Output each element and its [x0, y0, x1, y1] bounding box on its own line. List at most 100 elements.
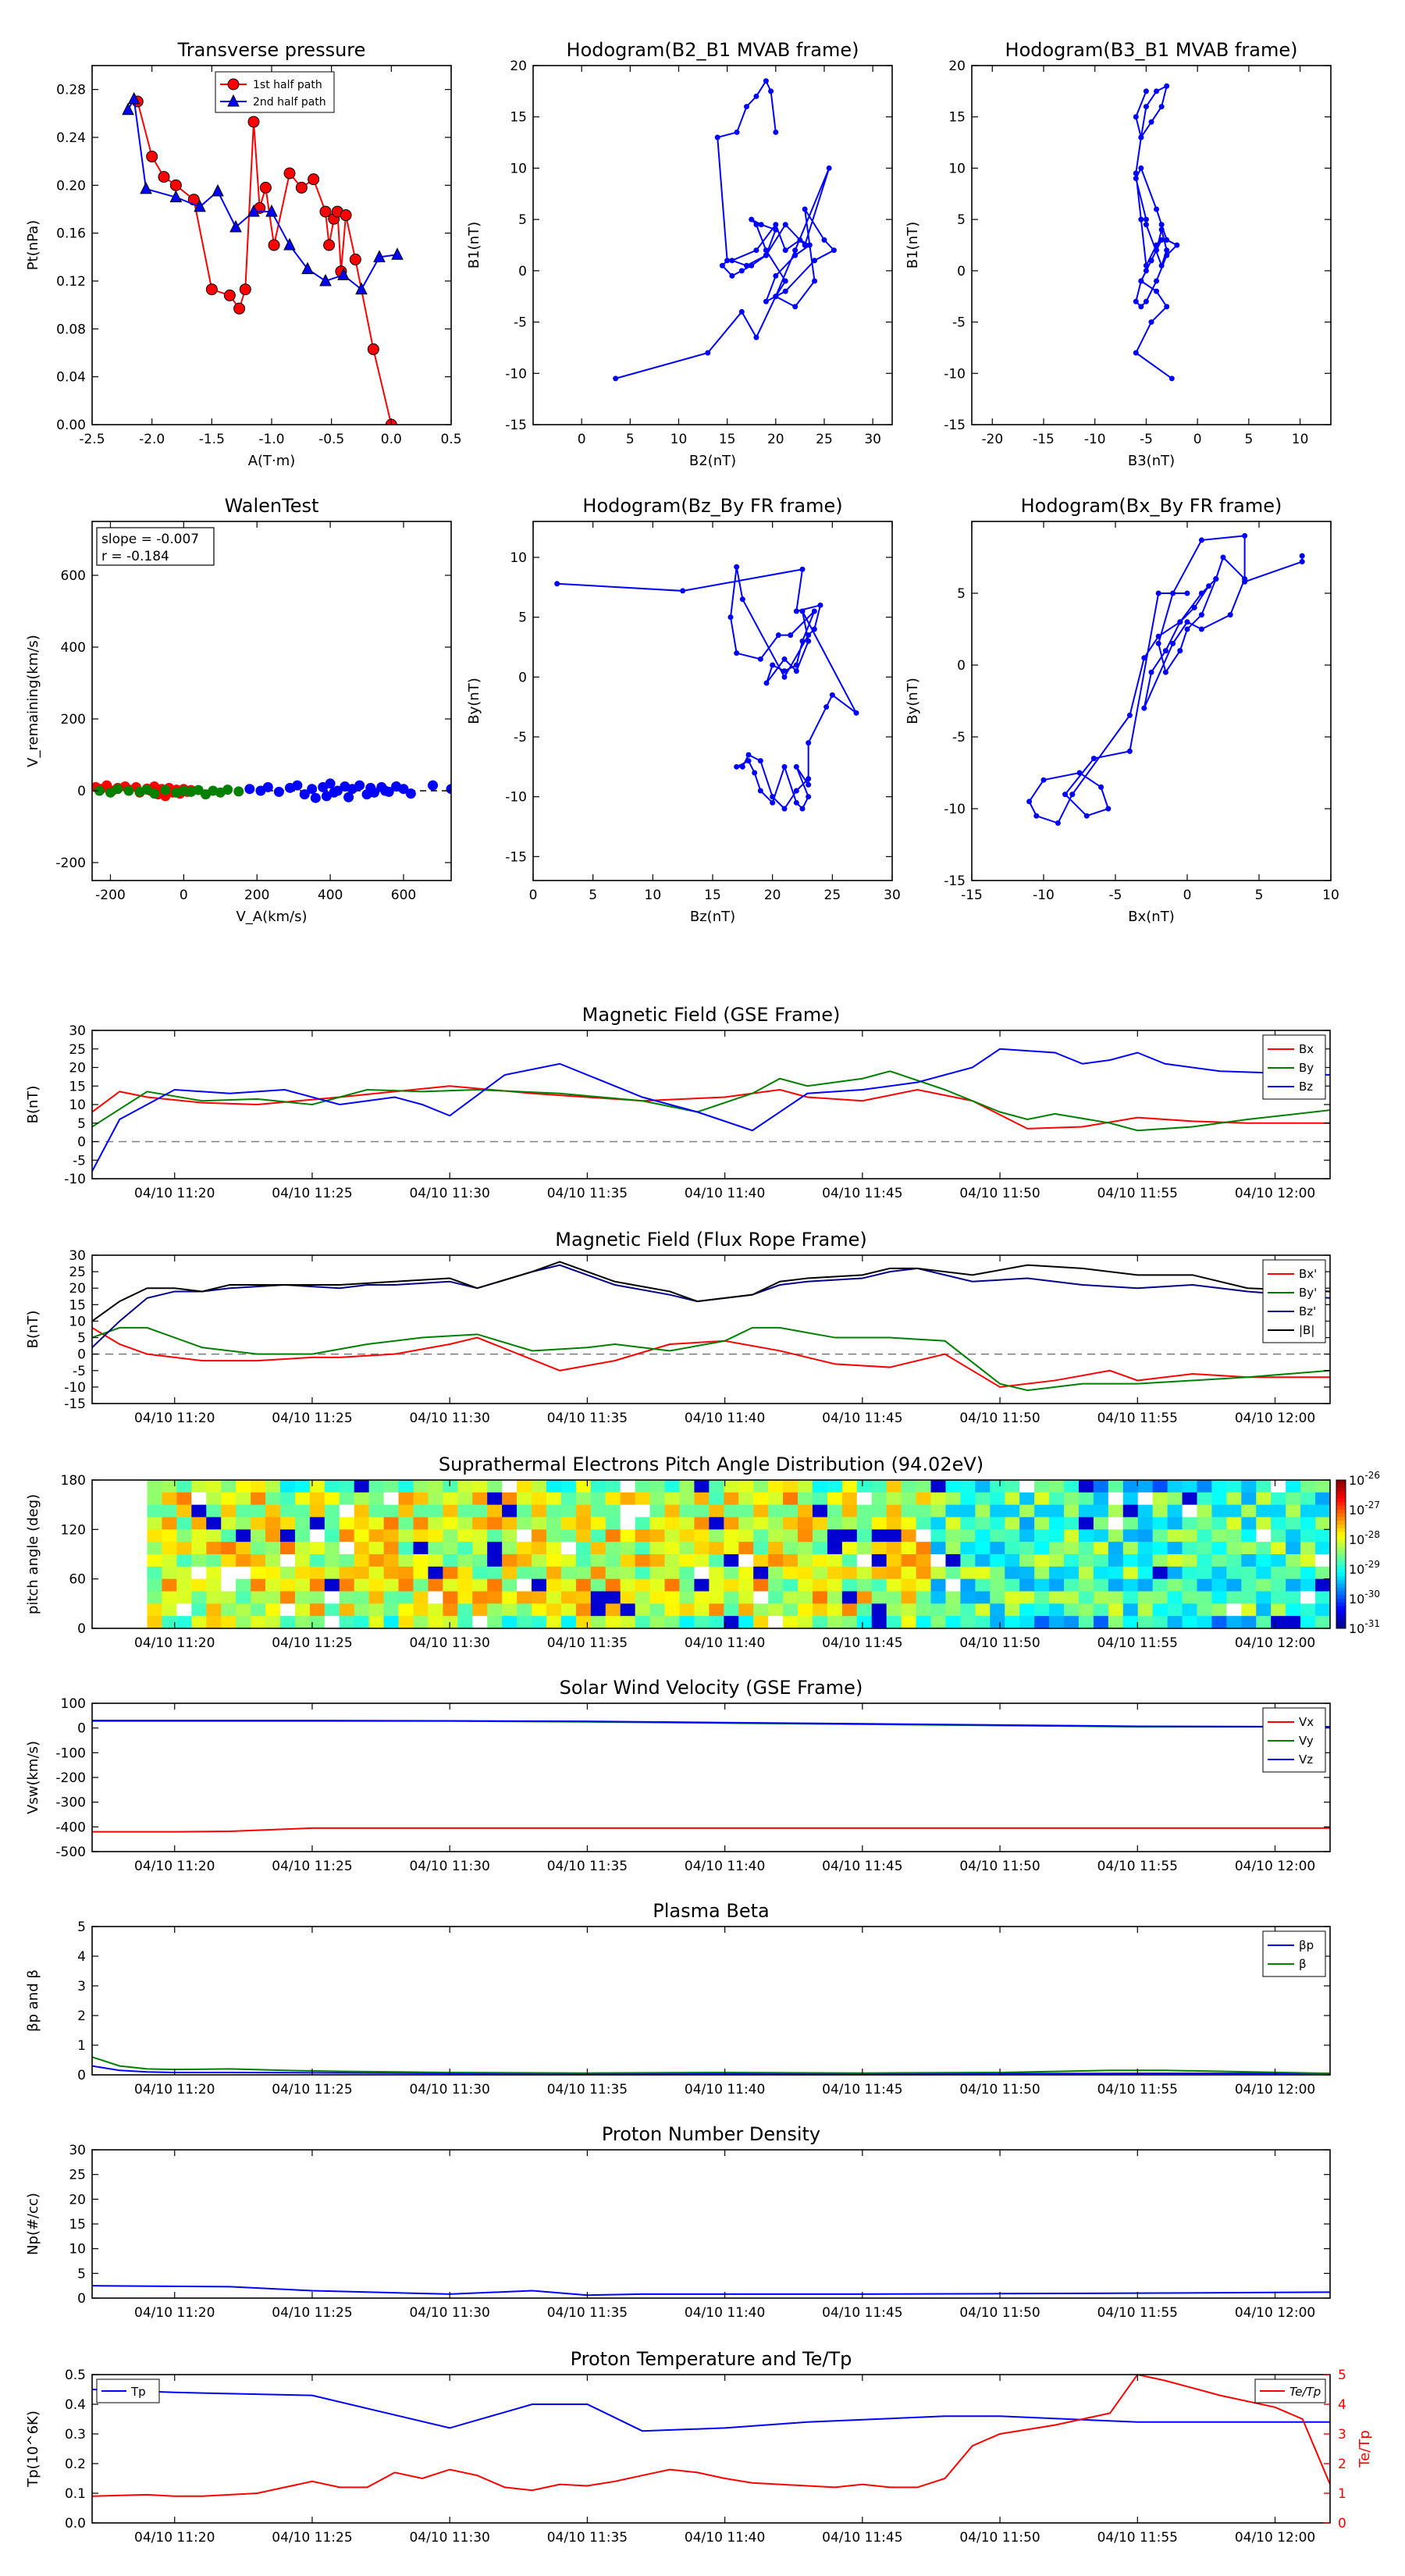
heatmap-cell: [398, 1517, 414, 1530]
heatmap-cell: [783, 1504, 799, 1518]
heatmap-cell: [590, 1480, 606, 1493]
heatmap-cell: [664, 1554, 681, 1567]
heatmap-cell: [768, 1554, 784, 1567]
heatmap-cell: [324, 1492, 340, 1506]
heatmap-cell: [930, 1504, 947, 1518]
heatmap-cell: [945, 1616, 962, 1628]
heatmap-cell: [176, 1554, 192, 1567]
heatmap-cell: [279, 1554, 296, 1567]
heatmap-cell: [560, 1480, 577, 1493]
annotation-box: [96, 527, 215, 566]
heatmap-cell: [649, 1492, 666, 1506]
legend-label: Vy: [1299, 1734, 1314, 1748]
heatmap-cell: [1286, 1492, 1301, 1506]
heatmap-cell: [324, 1504, 340, 1518]
heatmap-cell: [221, 1492, 237, 1506]
heatmap-cell: [487, 1554, 503, 1567]
heatmap-cell: [546, 1554, 562, 1567]
data-point: [1141, 655, 1147, 661]
heatmap-cell: [575, 1591, 592, 1604]
heatmap-cell: [1152, 1504, 1168, 1518]
heatmap-cell: [368, 1542, 385, 1555]
chart-title: Hodogram(B3_B1 MVAB frame): [1005, 39, 1298, 61]
heatmap-cell: [724, 1578, 739, 1592]
heatmap-cell: [517, 1591, 532, 1604]
heatmap-cell: [1108, 1566, 1124, 1580]
heatmap-cell: [443, 1566, 458, 1580]
heatmap-cell: [176, 1616, 192, 1628]
series-line-0: [92, 2389, 1330, 2432]
heatmap-cell: [1122, 1504, 1139, 1518]
heatmap-cell: [886, 1542, 902, 1555]
x-tick-label: 15: [704, 888, 721, 903]
heatmap-cell: [753, 1542, 769, 1555]
heatmap-cell: [1271, 1578, 1286, 1592]
heatmap-cell: [1019, 1554, 1035, 1567]
data-point: [792, 304, 799, 310]
heatmap-cell: [354, 1542, 370, 1555]
data-point: [405, 788, 416, 799]
data-point: [768, 88, 774, 94]
heatmap-cell: [1078, 1566, 1094, 1580]
heatmap-cell: [960, 1542, 976, 1555]
x-tick-label: 04/10 11:40: [685, 2305, 765, 2321]
chart-title: Magnetic Field (GSE Frame): [582, 1004, 841, 1026]
heatmap-cell: [694, 1529, 710, 1542]
heatmap-cell: [1300, 1554, 1316, 1567]
x-tick-label: 04/10 11:40: [685, 1411, 765, 1426]
heatmap-cell: [1286, 1591, 1301, 1604]
data-point: [1158, 104, 1165, 110]
legend-label: 1st half path: [253, 79, 322, 91]
heatmap-cell: [841, 1554, 858, 1567]
heatmap-cell: [679, 1542, 695, 1555]
heatmap-cell: [517, 1616, 532, 1628]
heatmap-cell: [1049, 1578, 1065, 1592]
colorbar-cell: [1336, 1617, 1346, 1621]
data-point: [368, 787, 379, 798]
heatmap-cell: [147, 1603, 163, 1617]
heatmap-cell: [930, 1616, 947, 1628]
heatmap-cell: [191, 1504, 207, 1518]
heatmap-cell: [1211, 1529, 1227, 1542]
heatmap-cell: [309, 1480, 325, 1493]
heatmap-cell: [472, 1517, 488, 1530]
heatmap-cell: [1241, 1554, 1257, 1567]
heatmap-cell: [1005, 1529, 1020, 1542]
plot-frame: [971, 521, 1332, 881]
heatmap-cell: [901, 1616, 917, 1628]
heatmap-cell: [738, 1504, 754, 1518]
heatmap-cell: [1108, 1517, 1124, 1530]
colorbar-cell: [1336, 1610, 1346, 1614]
data-point: [739, 596, 745, 603]
heatmap-cell: [738, 1578, 754, 1592]
heatmap-cell: [886, 1529, 902, 1542]
data-point: [1299, 559, 1305, 565]
data-point: [1133, 114, 1139, 120]
data-point: [734, 564, 740, 570]
legend: Tp Te/Tp: [96, 2379, 1326, 2403]
x-tick-label: 04/10 12:00: [1235, 2530, 1315, 2546]
heatmap-cell: [709, 1480, 724, 1493]
heatmap-cell: [1034, 1517, 1050, 1530]
data-point: [94, 785, 105, 796]
heatmap-cell: [856, 1554, 873, 1567]
colorbar-cell: [1336, 1525, 1346, 1529]
heatmap-cell: [517, 1492, 532, 1506]
heatmap-cell: [1137, 1578, 1154, 1592]
data-point: [753, 247, 759, 254]
data-point: [446, 784, 451, 795]
data-point: [1154, 206, 1160, 212]
heatmap-cell: [251, 1529, 266, 1542]
heatmap-cell: [575, 1480, 592, 1493]
heatmap-cell: [279, 1517, 296, 1530]
heatmap-cell: [472, 1492, 488, 1506]
heatmap-cell: [798, 1578, 813, 1592]
x-tick-label: 20: [764, 888, 781, 903]
heatmap-cell: [383, 1616, 400, 1628]
heatmap-cell: [472, 1591, 488, 1604]
heatmap-cell: [664, 1591, 681, 1604]
heatmap-cell: [916, 1492, 932, 1506]
x-tick-label: -10: [1033, 888, 1055, 903]
heatmap-cell: [975, 1566, 991, 1580]
y-tick-label: 0.3: [65, 2427, 86, 2443]
